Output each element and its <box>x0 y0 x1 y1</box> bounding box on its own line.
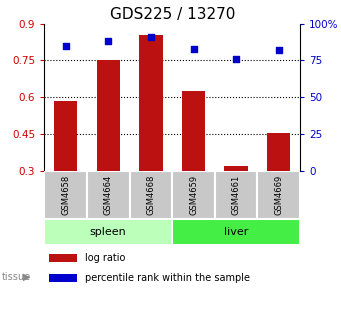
Bar <box>44 219 172 245</box>
Point <box>63 43 68 48</box>
Point <box>276 47 282 53</box>
Bar <box>182 91 205 171</box>
Bar <box>215 171 257 219</box>
Text: GSM4661: GSM4661 <box>232 175 241 215</box>
Text: log ratio: log ratio <box>85 253 125 263</box>
Bar <box>172 219 300 245</box>
Bar <box>224 166 248 171</box>
Text: liver: liver <box>224 226 248 237</box>
Bar <box>87 171 130 219</box>
Text: GSM4659: GSM4659 <box>189 175 198 215</box>
Bar <box>172 171 215 219</box>
Text: tissue: tissue <box>2 272 31 282</box>
Text: GSM4664: GSM4664 <box>104 175 113 215</box>
Text: GSM4668: GSM4668 <box>146 175 155 215</box>
Point <box>233 56 239 61</box>
Text: GSM4658: GSM4658 <box>61 175 70 215</box>
Bar <box>139 35 163 171</box>
Point <box>191 46 196 51</box>
Point <box>148 34 153 39</box>
Text: GSM4669: GSM4669 <box>274 175 283 215</box>
Title: GDS225 / 13270: GDS225 / 13270 <box>109 7 235 23</box>
Bar <box>97 60 120 171</box>
Text: percentile rank within the sample: percentile rank within the sample <box>85 273 250 283</box>
Text: spleen: spleen <box>90 226 127 237</box>
Bar <box>54 101 77 171</box>
Point <box>106 39 111 44</box>
Bar <box>257 171 300 219</box>
Bar <box>49 274 77 282</box>
Bar <box>49 254 77 262</box>
Bar <box>130 171 172 219</box>
Text: ▶: ▶ <box>23 272 31 282</box>
Bar <box>267 133 291 171</box>
Bar <box>44 171 87 219</box>
